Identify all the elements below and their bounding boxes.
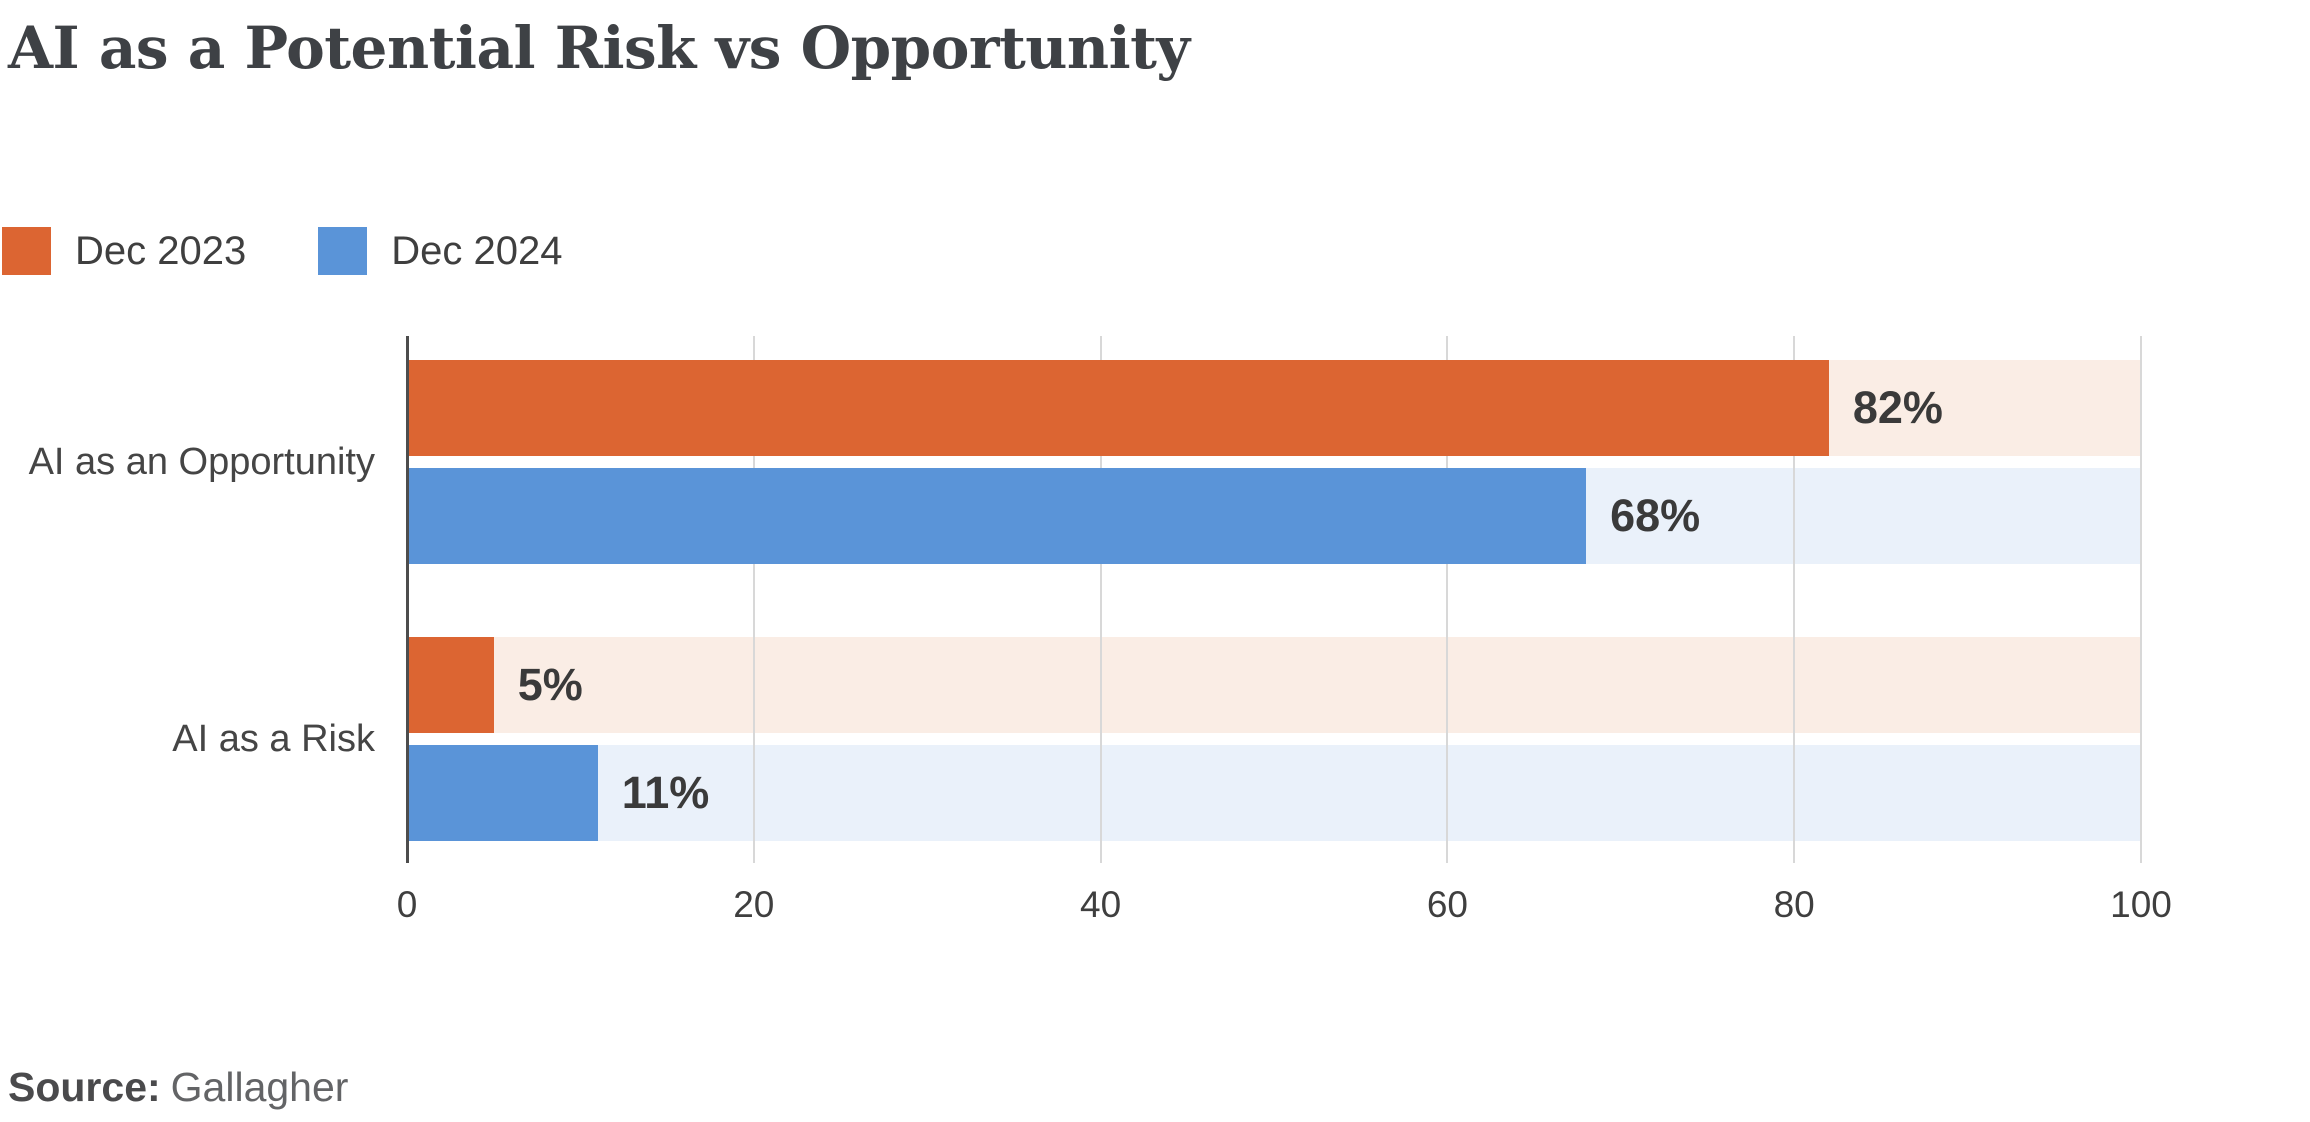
bar-value-label-dec-2023-ai-as-a-risk: 5% (517, 659, 583, 710)
bar-dec-2023-ai-as-a-risk (407, 637, 494, 733)
x-tick-label-60: 60 (1426, 884, 1468, 925)
category-label-ai-as-a-risk: AI as a Risk (172, 718, 375, 760)
x-tick-label-20: 20 (733, 884, 775, 925)
gridline-100 (2140, 336, 2142, 863)
x-tick-label-80: 80 (1773, 884, 1815, 925)
bar-track-dec-2024-ai-as-a-risk (407, 745, 2141, 841)
bar-value-label-dec-2023-ai-as-an-opportunity: 82% (1852, 382, 1943, 433)
bar-value-label-dec-2024-ai-as-a-risk: 11% (621, 767, 710, 818)
plot-area: 82% 68% 5% 11% (405, 336, 2142, 863)
x-tick-label-40: 40 (1080, 884, 1122, 925)
legend-label-dec-2024: Dec 2024 (391, 229, 563, 273)
gridline-20 (752, 336, 755, 863)
bar-value-label-dec-2024-ai-as-an-opportunity: 68% (1610, 490, 1701, 541)
bar-dec-2024-ai-as-an-opportunity (407, 468, 1587, 564)
legend-swatch-dec-2023 (2, 227, 51, 275)
legend-item-dec-2024: Dec 2024 (318, 227, 562, 275)
source-prefix: Source: (8, 1064, 161, 1110)
x-tick-label-100: 100 (2110, 884, 2172, 925)
category-label-ai-as-an-opportunity: AI as an Opportunity (28, 441, 375, 483)
legend-label-dec-2023: Dec 2023 (75, 229, 247, 273)
bar-dec-2023-ai-as-an-opportunity (407, 360, 1829, 456)
bar-dec-2024-ai-as-a-risk (407, 745, 598, 841)
axis-line (405, 336, 409, 863)
gridline-60 (1446, 336, 1449, 863)
bar-track-dec-2023-ai-as-a-risk (407, 637, 2141, 733)
legend: Dec 2023 Dec 2024 (2, 227, 562, 275)
gridline-80 (1793, 336, 1796, 863)
source-name: Gallagher (170, 1064, 349, 1110)
gridline-40 (1099, 336, 1102, 863)
chart-title: AI as a Potential Risk vs Opportunity (8, 14, 1190, 82)
legend-swatch-dec-2024 (318, 227, 368, 275)
legend-item-dec-2023: Dec 2023 (2, 227, 246, 275)
source-line: Source: Gallagher (8, 1062, 348, 1112)
x-tick-label-0: 0 (396, 884, 418, 925)
